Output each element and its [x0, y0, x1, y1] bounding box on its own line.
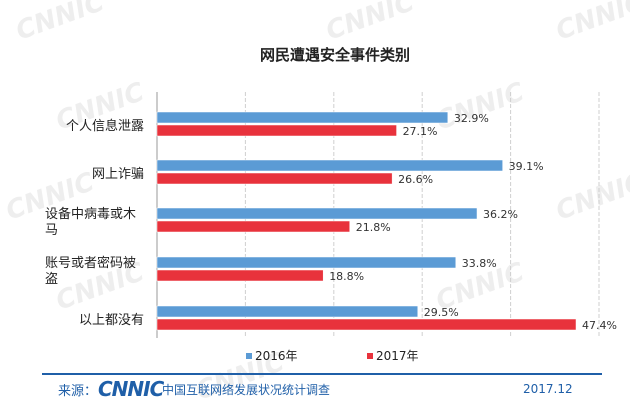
legend-swatch: [246, 353, 252, 359]
data-label: 39.1%: [509, 160, 544, 173]
data-label: 27.1%: [403, 125, 438, 138]
category-label: 设备中病毒或木: [45, 206, 136, 222]
bar-2016: [156, 256, 457, 269]
legend: 2016年 2017年: [246, 349, 419, 363]
bar-2016: [156, 305, 419, 318]
category-label: 账号或者密码被: [45, 255, 136, 271]
data-label: 33.8%: [462, 257, 497, 270]
category-label: 个人信息泄露: [66, 118, 144, 134]
data-label: 18.8%: [329, 270, 364, 283]
report-date: 2017.12: [523, 382, 573, 396]
category-label: 马: [45, 223, 58, 238]
data-label: 29.5%: [424, 306, 459, 319]
survey-name: 中国互联网络发展状况统计调查: [162, 382, 331, 397]
bar-2016: [156, 159, 503, 172]
legend-swatch: [367, 353, 373, 359]
category-label: 盗: [45, 271, 58, 287]
data-labels-layer: 32.9% 27.1% 39.1% 26.6% 36.2% 21.8% 33.8% 18.8%…: [329, 112, 617, 332]
bar-2016: [156, 111, 449, 124]
legend-label: 2016年: [255, 349, 298, 363]
bar-2017: [156, 269, 324, 282]
category-label: 网上诈骗: [92, 167, 144, 182]
watermark-text: CNNIC: [552, 167, 630, 226]
chart-title: 网民遭遇安全事件类别: [260, 46, 410, 64]
category-label: 以上都没有: [79, 313, 144, 328]
watermark-text: CNNIC: [12, 0, 108, 47]
data-label: 32.9%: [454, 112, 489, 125]
bars-layer: [156, 111, 577, 331]
watermark-text: CNNIC: [552, 0, 630, 47]
bar-2017: [156, 318, 577, 331]
legend-label: 2017年: [376, 349, 419, 363]
data-label: 21.8%: [356, 221, 391, 234]
data-label: 36.2%: [483, 208, 518, 221]
bar-2017: [156, 220, 350, 233]
cnnic-logo: CNNIC: [98, 377, 164, 401]
data-label: 47.4%: [582, 319, 617, 332]
footer-divider: [42, 373, 602, 375]
watermark-text: CNNIC: [322, 0, 418, 47]
data-label: 26.6%: [398, 173, 433, 186]
source-label: 来源：: [58, 383, 98, 399]
bar-2016: [156, 207, 478, 220]
watermark-text: CNNIC: [432, 77, 528, 136]
bar-2017: [156, 124, 397, 137]
bar-2017: [156, 172, 393, 185]
